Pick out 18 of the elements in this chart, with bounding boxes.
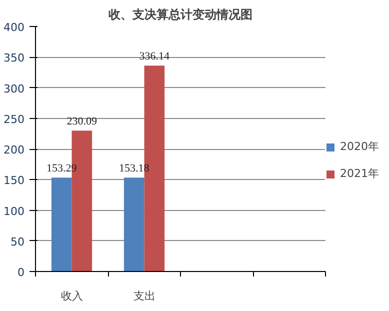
x-tick-label: 收入: [60, 290, 83, 302]
legend-label: 2020年: [340, 139, 379, 154]
data-label: 230.09: [66, 116, 98, 128]
chart-title: 收、支决算总计变动情况图: [108, 8, 252, 22]
x-tick-label: 支出: [133, 290, 156, 302]
y-tick-label: 200: [4, 144, 25, 156]
legend-label: 2021年: [340, 166, 379, 181]
bar: [51, 178, 72, 272]
y-tick-label: 300: [4, 82, 25, 96]
y-tick-label: 0: [18, 266, 24, 279]
bar: [124, 178, 144, 272]
data-label: 336.14: [139, 50, 170, 63]
y-tick-label: 150: [4, 174, 25, 188]
y-tick-label: 50: [10, 235, 25, 248]
y-tick-label: 100: [4, 204, 25, 218]
y-tick-label: 350: [4, 52, 25, 65]
y-tick-label: 250: [4, 112, 25, 126]
y-tick-label: 400: [4, 21, 25, 34]
